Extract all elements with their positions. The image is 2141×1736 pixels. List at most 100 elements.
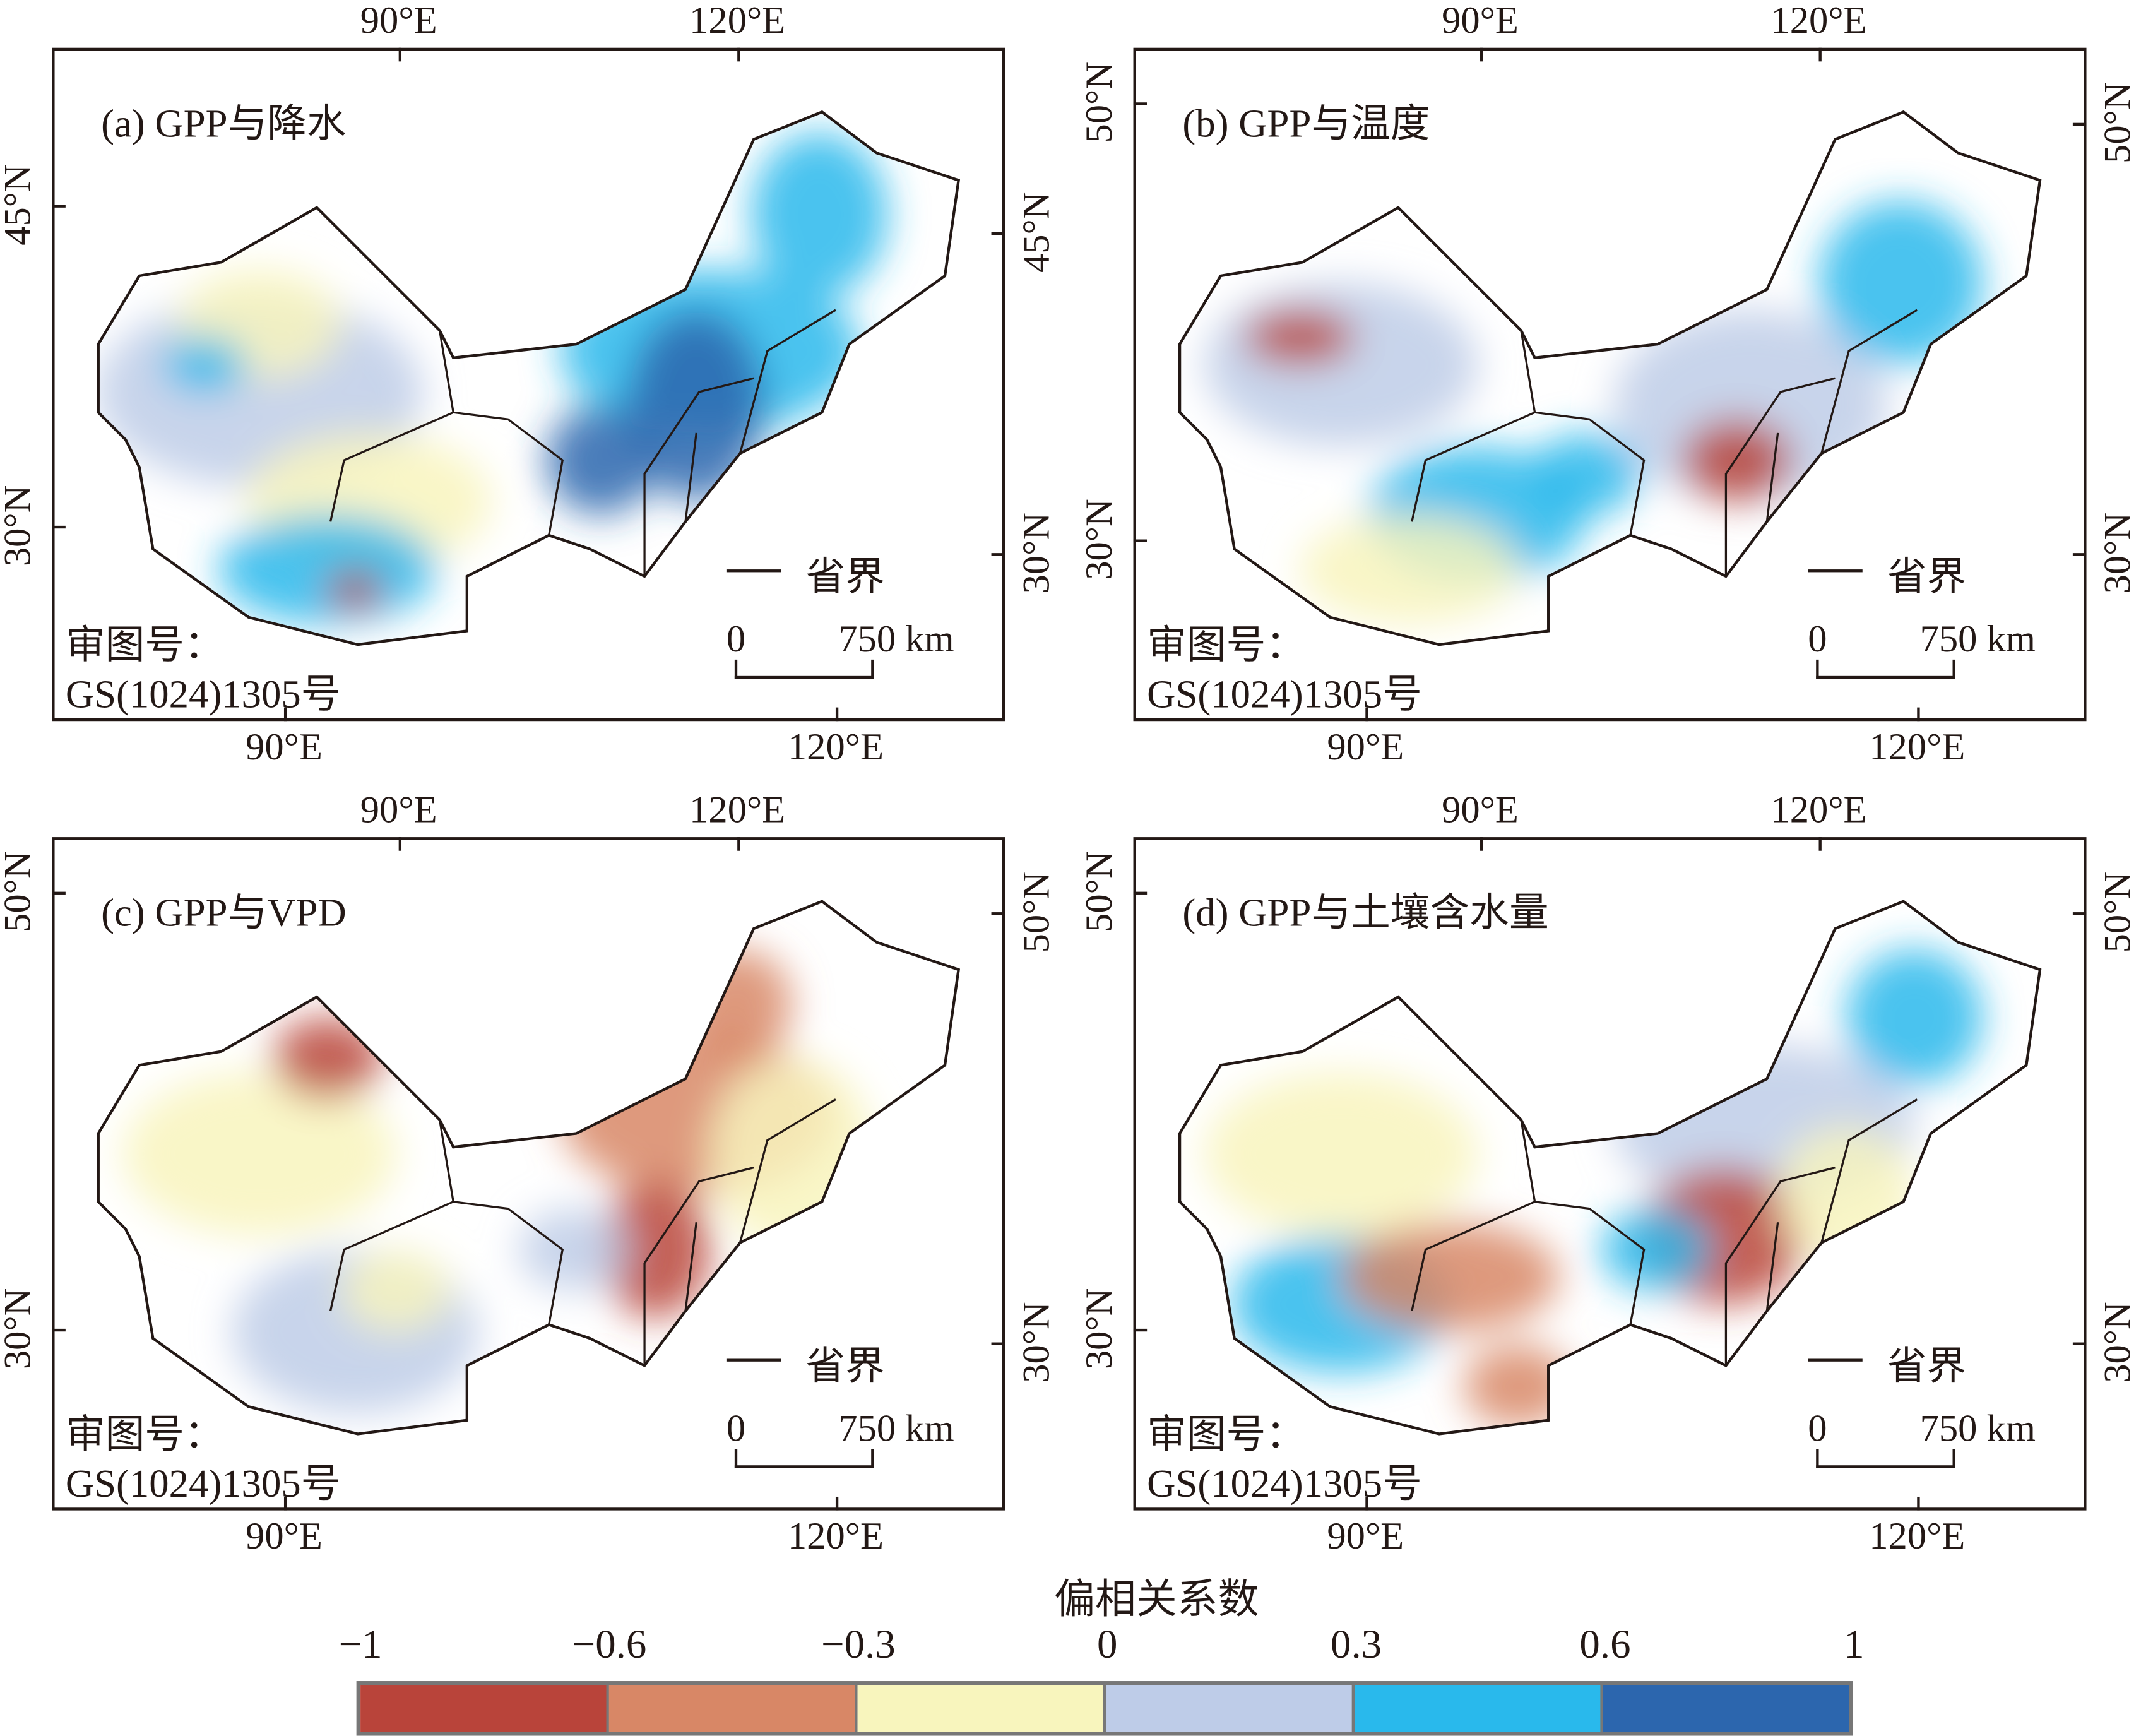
axis-tick (398, 837, 402, 851)
axis-tick (991, 232, 1005, 235)
top-longitude-label: 120°E (1770, 0, 1867, 43)
bottom-longitude-label: 120°E (787, 1516, 884, 1559)
axis-tick (1133, 539, 1148, 542)
colorbar-swatch (360, 1685, 609, 1732)
axis-tick (1133, 102, 1148, 105)
bottom-longitude-label: 120°E (787, 726, 884, 769)
correlation-region (218, 514, 437, 624)
correlation-region (1846, 949, 1983, 1086)
axis-tick (1365, 1496, 1368, 1511)
approval-label: 审图号： (65, 1413, 224, 1458)
scale-bar (1816, 1449, 1955, 1468)
left-latitude-label: 30°N (0, 1288, 40, 1370)
top-longitude-label: 120°E (689, 789, 786, 832)
top-longitude-label: 90°E (360, 789, 437, 832)
top-longitude-label: 90°E (1442, 789, 1519, 832)
map-canvas (97, 900, 961, 1436)
bottom-longitude-label: 90°E (246, 726, 323, 769)
right-latitude-label: 30°N (1016, 512, 1059, 594)
approval-number-block: 审图号： GS(1024)1305号 (66, 621, 341, 720)
correlation-region (1300, 514, 1519, 624)
colorbar (356, 1681, 1853, 1736)
colorbar-tick-label: −0.3 (821, 1622, 896, 1668)
province-boundary-line-symbol (726, 569, 781, 573)
left-latitude-label: 45°N (0, 164, 40, 246)
left-latitude-label: 30°N (1079, 1288, 1122, 1370)
axis-tick (1917, 1496, 1920, 1511)
approval-number: GS(1024)1305号 (65, 673, 341, 717)
axis-tick (991, 1342, 1005, 1345)
axis-tick (991, 553, 1005, 556)
colorbar-tick-label: 1 (1844, 1622, 1865, 1668)
map-panel: (d) GPP与土壤含水量 审图号： GS(1024)1305号 省界 0 750 km (1133, 837, 2087, 1511)
province-boundaries (1411, 309, 1918, 576)
bottom-longitude-label: 90°E (1327, 726, 1404, 769)
approval-number: GS(1024)1305号 (1147, 1462, 1422, 1507)
legend-label: 省界 (805, 1345, 885, 1389)
province-boundaries (329, 1098, 836, 1366)
panel-title: (a) GPP与降水 (101, 102, 347, 146)
approval-number-block: 审图号： GS(1024)1305号 (1147, 621, 1422, 720)
province-boundaries (1411, 1098, 1918, 1366)
correlation-region (1245, 310, 1355, 365)
axis-tick (1365, 707, 1368, 722)
legend-label: 省界 (1887, 1345, 1967, 1389)
top-longitude-label: 120°E (1770, 789, 1867, 832)
axis-tick (283, 1496, 287, 1511)
right-latitude-label: 50°N (2097, 82, 2140, 163)
approval-number-block: 审图号： GS(1024)1305号 (66, 1411, 341, 1509)
map-canvas (1178, 900, 2042, 1436)
province-boundary-line-symbol (726, 1358, 781, 1362)
colorbar-tick-label: 0.3 (1331, 1622, 1382, 1668)
axis-tick (991, 912, 1005, 915)
map-panel: (c) GPP与VPD 审图号： GS(1024)1305号 省界 0 750 km (52, 837, 1005, 1511)
axis-tick (835, 1496, 839, 1511)
correlation-region (273, 1017, 383, 1100)
axis-tick (2072, 1342, 2087, 1345)
scale-start-label: 0 (1808, 618, 1827, 662)
province-boundaries (329, 309, 836, 576)
scale-bar (734, 659, 874, 679)
axis-tick (737, 837, 740, 851)
correlation-region (1614, 310, 1887, 501)
legend-label: 省界 (805, 556, 885, 600)
correlation-region (1464, 1345, 1574, 1427)
approval-label: 审图号： (1147, 1413, 1306, 1458)
correlation-region (546, 405, 656, 515)
axis-tick (1480, 47, 1483, 62)
scale-start-label: 0 (1808, 1408, 1827, 1451)
approval-number: GS(1024)1305号 (65, 1462, 341, 1507)
axis-tick (52, 1328, 66, 1332)
bottom-longitude-label: 120°E (1869, 1516, 1966, 1559)
bottom-longitude-label: 90°E (1327, 1516, 1404, 1559)
correlation-region (122, 1072, 396, 1236)
approval-number-block: 审图号： GS(1024)1305号 (1147, 1411, 1422, 1509)
axis-tick (398, 47, 402, 62)
bottom-longitude-label: 120°E (1869, 726, 1966, 769)
top-longitude-label: 90°E (360, 0, 437, 43)
map-canvas (1178, 110, 2042, 646)
correlation-region (750, 132, 888, 297)
legend-label: 省界 (1887, 556, 1967, 600)
right-latitude-label: 50°N (2097, 871, 2140, 953)
correlation-region (709, 1058, 874, 1250)
approval-label: 审图号： (65, 624, 224, 668)
axis-tick (52, 525, 66, 529)
right-latitude-label: 50°N (1016, 871, 1059, 953)
correlation-region (600, 1181, 710, 1318)
axis-tick (1818, 837, 1822, 851)
correlation-region (1682, 419, 1792, 501)
colorbar-swatch (857, 1685, 1106, 1732)
correlation-region (1600, 1208, 1710, 1291)
region-outline (97, 900, 961, 1436)
correlation-region (163, 337, 246, 392)
axis-tick (737, 47, 740, 62)
panel-title: (c) GPP与VPD (101, 891, 347, 936)
axis-tick (835, 707, 839, 722)
bottom-longitude-label: 90°E (246, 1516, 323, 1559)
colorbar-title: 偏相关系数 (1054, 1577, 1259, 1623)
top-longitude-label: 90°E (1442, 0, 1519, 43)
region-outline (1178, 110, 2042, 646)
colorbar-swatch (1106, 1685, 1355, 1732)
